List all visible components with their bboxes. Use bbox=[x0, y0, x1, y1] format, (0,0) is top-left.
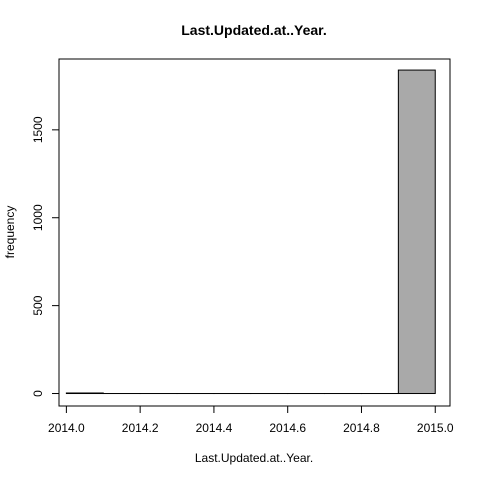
x-axis-label: Last.Updated.at..Year. bbox=[195, 451, 313, 465]
x-tick-label: 2014.0 bbox=[48, 421, 85, 435]
x-axis: 2014.0 2014.2 2014.4 2014.6 2014.8 2015.0 bbox=[48, 405, 454, 435]
bar-9 bbox=[397, 69, 436, 395]
x-tick-label: 2015.0 bbox=[417, 421, 454, 435]
y-tick-label: 1500 bbox=[31, 116, 45, 143]
chart-title: Last.Updated.at..Year. bbox=[181, 22, 327, 38]
y-axis-label: frequency bbox=[3, 206, 17, 259]
x-tick-label: 2014.6 bbox=[269, 421, 306, 435]
x-tick-label: 2014.2 bbox=[122, 421, 159, 435]
y-tick-label: 0 bbox=[31, 390, 45, 397]
x-tick-label: 2014.4 bbox=[196, 421, 233, 435]
bar-0 bbox=[65, 392, 104, 395]
plot-area bbox=[58, 58, 451, 407]
y-tick-label: 1000 bbox=[31, 204, 45, 231]
bars bbox=[65, 69, 436, 395]
y-tick-label: 500 bbox=[31, 295, 45, 315]
x-tick-label: 2014.8 bbox=[343, 421, 380, 435]
y-axis: 0 500 1000 1500 bbox=[31, 116, 60, 397]
